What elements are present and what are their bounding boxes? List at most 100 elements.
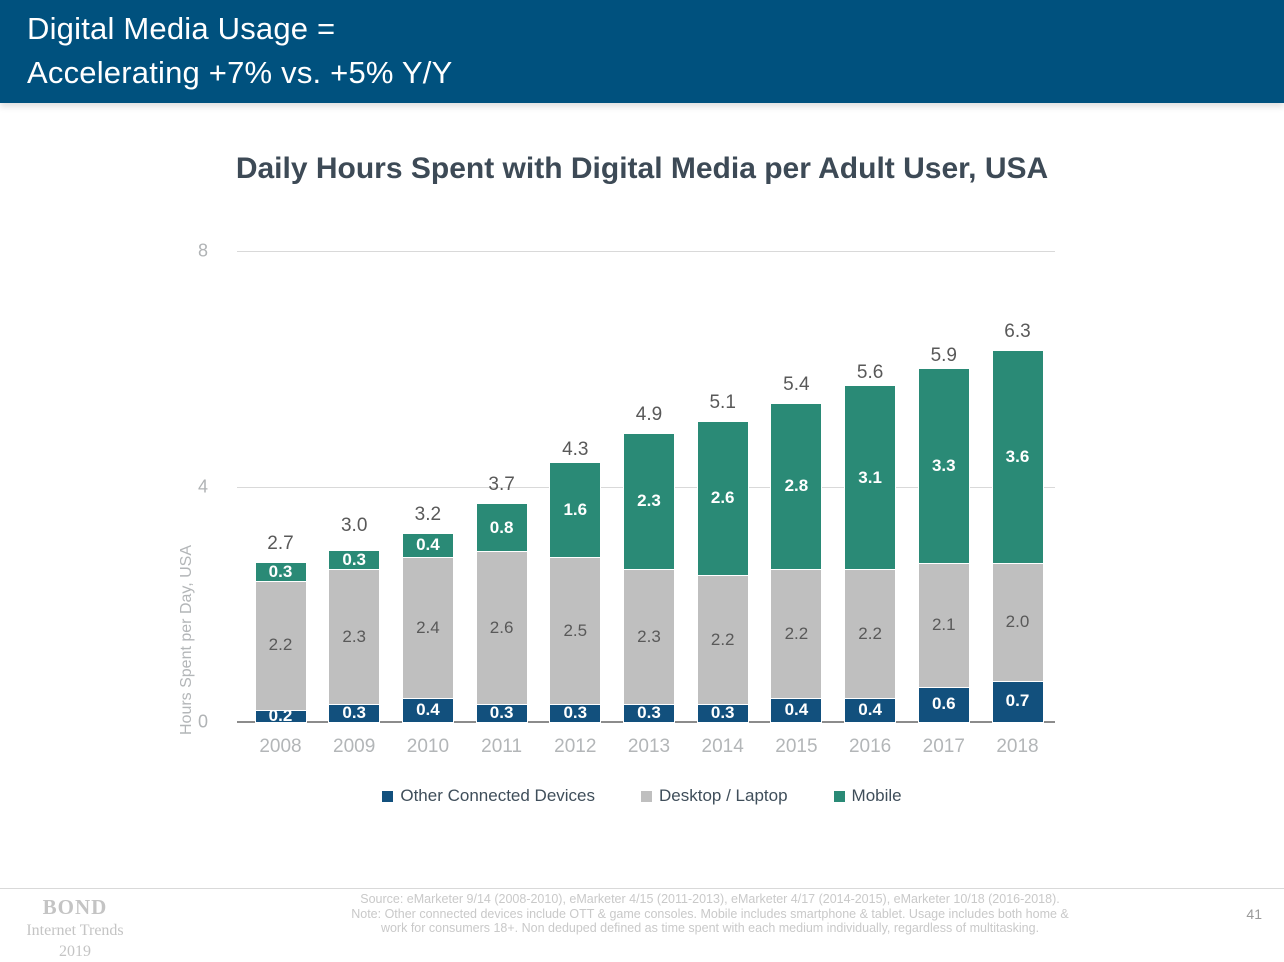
bar-segment: 0.4 <box>402 698 453 722</box>
legend-label: Other Connected Devices <box>400 786 596 805</box>
bar-segment: 0.6 <box>918 686 969 722</box>
x-axis-tick-label: 2017 <box>922 736 965 757</box>
bar-segment: 0.3 <box>624 703 674 723</box>
bar-segment-value: 2.2 <box>710 629 735 649</box>
bar-segment-value: 0.4 <box>784 700 809 720</box>
y-tick-label: 8 <box>197 240 208 261</box>
bar-segment-value: 0.4 <box>416 700 440 720</box>
bar-segment-value: 3.6 <box>1005 447 1030 467</box>
bar-segment-value: 0.4 <box>858 700 882 720</box>
bar-total-label: 5.6 <box>856 362 884 384</box>
bar-segment: 0.4 <box>402 533 453 558</box>
bar-segment-value: 2.3 <box>637 626 661 646</box>
bar-segment: 2.2 <box>845 568 896 699</box>
x-axis-tick-label: 2011 <box>481 736 523 757</box>
source-line-2: Note: Other connected devices include OT… <box>351 906 1069 921</box>
bar-segment: 0.7 <box>992 680 1043 722</box>
bar-segment-value: 0.3 <box>342 550 366 570</box>
bar-segment: 0.3 <box>329 703 380 722</box>
bar-segment-value: 2.2 <box>858 623 882 643</box>
slide-title-line-2: Accelerating +7% vs. +5% Y/Y <box>27 55 453 90</box>
gridline <box>237 251 1055 252</box>
bar-segment: 2.5 <box>550 557 601 705</box>
bar-segment-value: 2.6 <box>489 617 514 637</box>
bar-segment-value: 2.0 <box>1005 611 1030 631</box>
brand-name: BOND <box>42 895 108 919</box>
chart-title: Daily Hours Spent with Digital Media per… <box>235 152 1049 185</box>
legend-item: Other Connected Devices <box>382 786 595 806</box>
x-axis-tick-label: 2009 <box>333 736 376 757</box>
y-tick-label: 0 <box>197 711 208 732</box>
y-axis-title: Hours Spent per Day, USA <box>178 544 195 736</box>
bar-segment-value: 2.1 <box>931 614 956 634</box>
legend-label: Desktop / Laptop <box>659 786 788 805</box>
brand-subtitle: Internet Trends <box>26 922 124 939</box>
bar-segment: 0.3 <box>476 703 527 723</box>
bar-segment: 0.3 <box>329 550 380 570</box>
bar-segment: 1.6 <box>550 462 601 558</box>
bar-segment-value: 0.8 <box>489 517 514 537</box>
bar-segment-value: 2.6 <box>710 488 735 508</box>
bar-segment-value: 2.4 <box>416 617 440 637</box>
bar-total-label: 4.3 <box>562 438 589 460</box>
bar-segment: 2.8 <box>771 404 822 569</box>
bar-segment-value: 2.3 <box>342 626 366 646</box>
brand-year: 2019 <box>59 943 91 960</box>
bar-total-label: 5.1 <box>709 391 736 413</box>
x-axis-tick-label: 2012 <box>554 736 597 757</box>
bar-segment: 2.4 <box>402 557 453 699</box>
bar-segment-value: 0.3 <box>637 703 661 723</box>
bar-segment: 0.8 <box>476 504 527 552</box>
bar-segment-value: 2.8 <box>784 476 809 496</box>
legend-swatch <box>641 790 653 802</box>
bar-segment-value: 3.1 <box>858 467 882 487</box>
bar-total-label: 4.9 <box>635 403 663 425</box>
bar-segment-value: 0.7 <box>1005 691 1030 711</box>
bar-segment: 2.6 <box>697 421 748 575</box>
bar-segment: 0.3 <box>550 703 601 723</box>
bar-segment-value: 2.2 <box>268 635 293 655</box>
slide-header: Digital Media Usage = Accelerating +7% v… <box>0 0 1284 103</box>
x-axis-tick-label: 2013 <box>627 736 671 757</box>
bar-segment: 2.3 <box>624 568 674 705</box>
bar-segment-value: 1.6 <box>563 500 588 520</box>
bar-segment-value: 0.3 <box>268 561 293 581</box>
bar-total-label: 2.7 <box>267 533 294 555</box>
bar-total-label: 6.3 <box>1004 321 1031 343</box>
x-axis-tick-label: 2010 <box>406 736 450 757</box>
x-axis-tick-label: 2018 <box>996 736 1039 757</box>
bar-segment: 3.3 <box>918 368 969 564</box>
bar-segment: 2.2 <box>255 580 306 711</box>
bar-segment: 0.3 <box>697 703 748 723</box>
source-note: Source: eMarketer 9/14 (2008-2010), eMar… <box>330 892 1090 936</box>
bar-segment: 0.2 <box>255 706 306 725</box>
bar-segment: 2.2 <box>771 568 822 699</box>
bar-segment: 3.1 <box>845 386 896 569</box>
bar-segment-value: 3.3 <box>931 455 956 475</box>
bar-segment: 2.3 <box>624 433 674 569</box>
bar-segment-value: 0.3 <box>489 703 514 723</box>
x-axis-line <box>237 721 1055 723</box>
bar-segment-value: 2.3 <box>637 491 661 511</box>
bar-segment-value: 2.5 <box>563 620 588 640</box>
bar-segment-value: 0.3 <box>710 703 735 723</box>
bar-segment: 2.2 <box>697 574 748 705</box>
bar-segment: 3.6 <box>992 351 1043 564</box>
bar-segment-value: 0.2 <box>268 706 293 726</box>
x-axis-tick-label: 2016 <box>848 736 892 757</box>
chart-legend: Other Connected Devices Desktop / Laptop M… <box>0 786 1284 806</box>
legend-item: Desktop / Laptop <box>641 786 788 806</box>
bar-total-label: 3.0 <box>340 515 368 537</box>
bar-total-label: 3.7 <box>488 474 515 496</box>
source-line-1: Source: eMarketer 9/14 (2008-2010), eMar… <box>360 892 1060 906</box>
legend-label: Mobile <box>851 786 902 805</box>
slide-title-line-1: Digital Media Usage = <box>27 11 336 46</box>
legend-item: Mobile <box>833 786 902 806</box>
bar-segment: 2.6 <box>476 551 527 705</box>
x-axis-tick-label: 2015 <box>775 736 818 757</box>
bar-total-label: 5.4 <box>783 374 810 396</box>
bar-segment: 0.3 <box>255 561 306 581</box>
bar-segment-value: 0.3 <box>563 703 588 723</box>
bar-segment-value: 2.2 <box>784 623 809 643</box>
bar-segment: 0.4 <box>771 698 822 722</box>
